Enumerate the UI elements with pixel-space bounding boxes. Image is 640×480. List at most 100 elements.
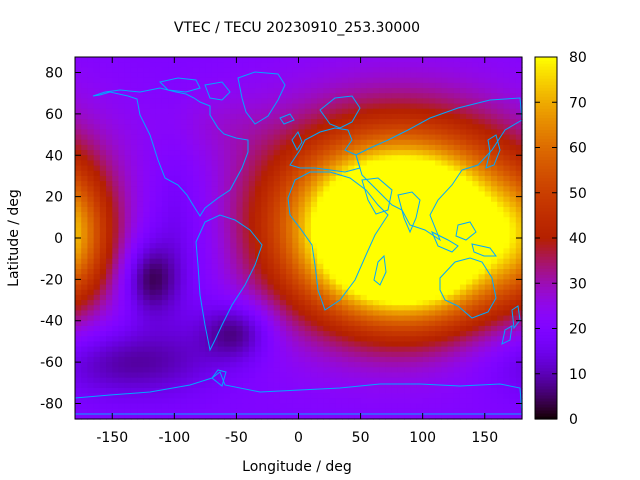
heatmap-cell bbox=[428, 155, 436, 162]
heatmap-cell bbox=[168, 248, 175, 255]
heatmap-cell bbox=[236, 346, 244, 353]
heatmap-cell bbox=[441, 367, 449, 374]
heatmap-cell bbox=[310, 82, 318, 89]
heatmap-cell bbox=[217, 346, 225, 353]
heatmap-cell bbox=[124, 351, 132, 358]
heatmap-cell bbox=[410, 201, 418, 208]
heatmap-cell bbox=[161, 351, 169, 358]
heatmap-cell bbox=[310, 372, 318, 379]
heatmap-cell bbox=[385, 305, 393, 311]
heatmap-cell bbox=[155, 263, 163, 270]
heatmap-cell bbox=[118, 408, 126, 415]
heatmap-cell bbox=[335, 113, 343, 120]
heatmap-cell bbox=[497, 243, 504, 249]
heatmap-cell bbox=[81, 413, 89, 420]
heatmap-cell bbox=[447, 403, 455, 410]
heatmap-cell bbox=[341, 341, 349, 348]
heatmap-cell bbox=[441, 336, 449, 343]
heatmap-cell bbox=[112, 77, 120, 84]
heatmap-cell bbox=[379, 263, 387, 270]
heatmap-cell bbox=[366, 72, 374, 79]
heatmap-cell bbox=[360, 320, 368, 327]
heatmap-cell bbox=[93, 269, 101, 275]
heatmap-cell bbox=[93, 93, 101, 99]
heatmap-cell bbox=[75, 408, 82, 415]
heatmap-cell bbox=[242, 217, 250, 224]
heatmap-cell bbox=[242, 201, 250, 208]
heatmap-cell bbox=[106, 408, 113, 415]
heatmap-cell bbox=[137, 175, 144, 182]
heatmap-cell bbox=[379, 387, 387, 394]
heatmap-cell bbox=[87, 181, 95, 187]
heatmap-cell bbox=[416, 377, 424, 384]
heatmap-cell bbox=[199, 144, 206, 151]
heatmap-cell bbox=[180, 305, 188, 311]
heatmap-cell bbox=[373, 144, 380, 151]
heatmap-cell bbox=[192, 279, 200, 286]
heatmap-cell bbox=[155, 274, 163, 280]
heatmap-cell bbox=[472, 67, 480, 74]
heatmap-cell bbox=[211, 196, 219, 203]
heatmap-cell bbox=[335, 263, 343, 270]
heatmap-cell bbox=[93, 67, 101, 74]
heatmap-cell bbox=[261, 93, 269, 99]
heatmap-cell bbox=[261, 67, 269, 74]
heatmap-cell bbox=[304, 279, 312, 286]
heatmap-cell bbox=[81, 315, 89, 322]
heatmap-cell bbox=[205, 129, 213, 136]
heatmap-cell bbox=[472, 300, 480, 306]
heatmap-cell bbox=[255, 387, 262, 394]
heatmap-cell bbox=[310, 367, 318, 374]
heatmap-cell bbox=[106, 212, 113, 218]
heatmap-cell bbox=[217, 274, 225, 280]
heatmap-cell bbox=[490, 72, 498, 79]
heatmap-cell bbox=[180, 108, 188, 115]
heatmap-cell bbox=[453, 222, 461, 229]
heatmap-cell bbox=[211, 274, 219, 280]
heatmap-cell bbox=[373, 98, 380, 105]
heatmap-cell bbox=[155, 103, 163, 110]
heatmap-cell bbox=[137, 227, 144, 234]
heatmap-cell bbox=[149, 62, 157, 68]
heatmap-cell bbox=[428, 377, 436, 384]
heatmap-cell bbox=[329, 206, 337, 213]
heatmap-cell bbox=[255, 382, 262, 389]
heatmap-cell bbox=[416, 191, 424, 198]
heatmap-cell bbox=[509, 181, 517, 187]
heatmap-cell bbox=[186, 377, 194, 384]
heatmap-cell bbox=[180, 393, 188, 399]
heatmap-cell bbox=[329, 310, 337, 317]
heatmap-cell bbox=[509, 165, 517, 172]
heatmap-cell bbox=[354, 201, 362, 208]
heatmap-cell bbox=[354, 103, 362, 110]
heatmap-cell bbox=[137, 103, 144, 110]
heatmap-cell bbox=[453, 134, 461, 141]
heatmap-cell bbox=[459, 57, 467, 63]
heatmap-cell bbox=[143, 212, 151, 218]
heatmap-cell bbox=[267, 98, 275, 105]
heatmap-cell bbox=[155, 243, 163, 249]
heatmap-cell bbox=[317, 227, 324, 234]
heatmap-cell bbox=[366, 372, 374, 379]
heatmap-cell bbox=[379, 165, 387, 172]
heatmap-cell bbox=[87, 57, 95, 63]
heatmap-cell bbox=[497, 67, 504, 74]
heatmap-cell bbox=[515, 165, 523, 172]
heatmap-cell bbox=[360, 82, 368, 89]
heatmap-cell bbox=[335, 398, 343, 405]
heatmap-cell bbox=[441, 341, 449, 348]
heatmap-cell bbox=[490, 103, 498, 110]
heatmap-cell bbox=[466, 165, 473, 172]
heatmap-cell bbox=[466, 196, 473, 203]
heatmap-cell bbox=[93, 113, 101, 120]
heatmap-cell bbox=[174, 325, 182, 332]
heatmap-cell bbox=[130, 393, 138, 399]
heatmap-cell bbox=[137, 351, 144, 358]
heatmap-cell bbox=[161, 232, 169, 239]
heatmap-cell bbox=[224, 212, 231, 218]
heatmap-cell bbox=[279, 124, 287, 130]
heatmap-cell bbox=[186, 186, 194, 193]
heatmap-cell bbox=[106, 82, 113, 89]
heatmap-cell bbox=[118, 222, 126, 229]
heatmap-cell bbox=[149, 325, 157, 332]
